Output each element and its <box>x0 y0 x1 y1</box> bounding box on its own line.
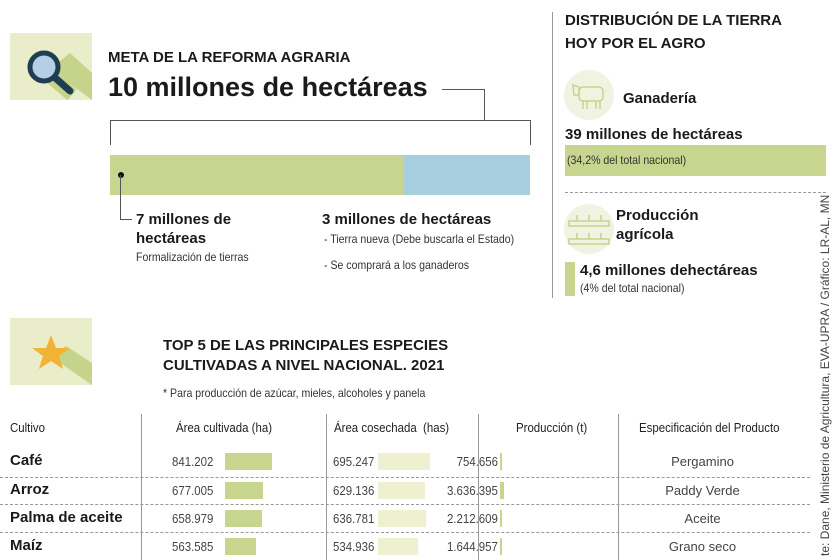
row-separator <box>0 532 810 533</box>
segment2-label: 3 millones de hectáreas <box>322 211 492 228</box>
row-produccion: 3.636.395 <box>447 483 498 498</box>
row-especificacion: Grano seco <box>668 539 737 554</box>
ganaderia-label: Ganadería <box>623 90 697 107</box>
bar-area-cosechada <box>378 510 426 527</box>
top5-title-2: CULTIVADAS A NIVEL NACIONAL. 2021 <box>163 357 445 374</box>
meta-headline: 10 millones de hectáreas <box>108 72 428 102</box>
col-header-area-cultivada: Área cultivada (ha) <box>176 420 273 435</box>
column-divider <box>478 414 479 560</box>
ganaderia-amount: 39 millones de hectáreas <box>565 126 743 143</box>
magnifier-icon-box <box>10 33 92 100</box>
column-divider <box>618 414 619 560</box>
marker-dot <box>118 172 124 178</box>
magnifier-icon <box>27 50 92 100</box>
segment1-note: Formalización de tierras <box>136 250 249 264</box>
row-especificacion: Paddy Verde <box>665 483 740 498</box>
bar-area-cosechada <box>378 453 430 470</box>
col-header-produccion: Producción (t) <box>516 420 588 435</box>
segment1-label-line1: 7 millones de <box>136 211 232 228</box>
marker-leader <box>120 175 132 220</box>
row-cultivo: Palma de aceite <box>10 509 123 526</box>
row-area-cultivada: 658.979 <box>172 511 214 526</box>
ganaderia-share: (34,2% del total nacional) <box>567 153 687 167</box>
row-cultivo: Maíz <box>10 537 43 554</box>
agricola-label-1: Producción <box>616 207 699 224</box>
row-produccion: 1.644.957 <box>447 539 498 554</box>
bar-area-cosechada <box>378 482 426 499</box>
row-cultivo: Café <box>10 452 43 469</box>
row-area-cosechada: 629.136 <box>333 483 375 498</box>
bar-produccion <box>500 453 502 470</box>
segment2-note-2: - Se comprará a los ganaderos <box>324 258 469 272</box>
bar-area-cultivada <box>225 538 257 555</box>
meta-title: META DE LA REFORMA AGRARIA <box>108 49 351 66</box>
row-area-cultivada: 677.005 <box>172 483 214 498</box>
divider <box>552 12 553 298</box>
row-cultivo: Arroz <box>10 481 50 498</box>
agricola-share-bar <box>565 262 575 296</box>
row-separator <box>0 504 810 505</box>
bar-produccion <box>500 538 502 555</box>
bar-segment-formalizacion <box>110 155 404 195</box>
star-icon <box>32 335 92 385</box>
row-especificacion: Aceite <box>684 511 721 526</box>
agricola-amount: 4,6 millones dehectáreas <box>580 262 758 279</box>
col-header-especificacion: Especificación del Producto <box>639 420 780 435</box>
row-especificacion: Pergamino <box>671 454 734 469</box>
distribution-separator <box>565 192 826 193</box>
bracket-connector <box>442 89 485 120</box>
col-header-cultivo: Cultivo <box>10 420 45 435</box>
bar-produccion <box>500 510 503 527</box>
row-area-cosechada: 695.247 <box>333 454 375 469</box>
bar-area-cultivada <box>225 510 262 527</box>
star-icon-box <box>10 318 92 385</box>
distribution-title-2: HOY POR EL AGRO <box>565 35 706 52</box>
row-produccion: 754.656 <box>456 454 498 469</box>
bar-produccion <box>500 482 504 499</box>
row-produccion: 2.212.609 <box>447 511 498 526</box>
column-divider <box>141 414 142 560</box>
agricola-label-2: agrícola <box>616 226 674 243</box>
col-header-area-cosechada: Área cosechada (has) <box>334 420 450 435</box>
plants-icon <box>564 204 614 254</box>
segment1-label-line2: hectáreas <box>136 230 207 247</box>
column-divider <box>326 414 327 560</box>
segment2-note-1: - Tierra nueva (Debe buscarla el Estado) <box>324 232 515 246</box>
source-credit: te: Dane, Ministerio de Agricultura, EVA… <box>818 194 832 556</box>
bar-segment-tierra-nueva <box>404 155 530 195</box>
bar-area-cosechada <box>378 538 418 555</box>
ganaderia-share-bar <box>565 145 826 176</box>
row-area-cosechada: 534.936 <box>333 539 375 554</box>
goal-bar <box>110 155 530 195</box>
row-area-cultivada: 841.202 <box>172 454 214 469</box>
row-area-cosechada: 636.781 <box>333 511 375 526</box>
bar-area-cultivada <box>225 453 272 470</box>
bracket <box>110 120 531 145</box>
agricola-share: (4% del total nacional) <box>580 281 685 295</box>
row-separator <box>0 477 810 478</box>
bar-area-cultivada <box>225 482 263 499</box>
distribution-title-1: DISTRIBUCIÓN DE LA TIERRA <box>565 12 782 29</box>
cow-icon <box>564 70 614 120</box>
top5-note: * Para producción de azúcar, mieles, alc… <box>163 386 426 400</box>
top5-title-1: TOP 5 DE LAS PRINCIPALES ESPECIES <box>163 337 449 354</box>
row-area-cultivada: 563.585 <box>172 539 214 554</box>
